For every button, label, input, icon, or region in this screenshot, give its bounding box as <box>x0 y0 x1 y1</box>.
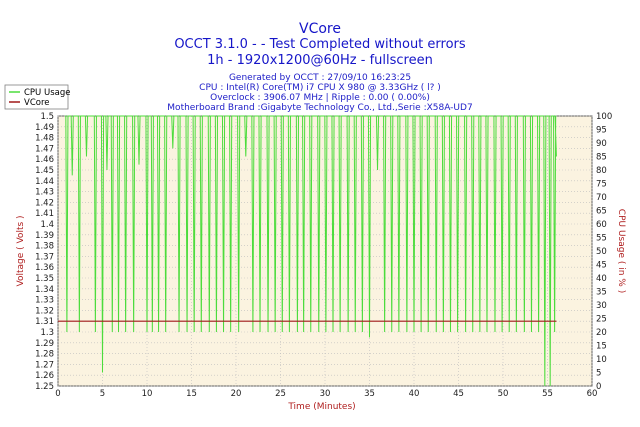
cpu-usage-line <box>65 115 557 387</box>
y-left-tick-label-2: 1.27 <box>35 360 54 370</box>
y-left-tick-label-0: 1.25 <box>35 382 54 392</box>
y-right-tick-label-4: 20 <box>596 328 607 338</box>
y-left-tick-label-10: 1.35 <box>35 274 54 284</box>
x-tick-label-4: 20 <box>231 389 242 399</box>
y-right-tick-label-3: 15 <box>596 342 607 352</box>
y-left-tick-label-22: 1.47 <box>35 144 54 154</box>
y-right-tick-label-19: 95 <box>596 126 607 136</box>
y-left-tick-label-17: 1.42 <box>35 198 54 208</box>
y-axis-right-ticks: 0 5 10 15 20 25 30 35 40 45 50 55 60 65 70 75 80 85 90 95 10… <box>596 112 612 392</box>
x-tick-label-2: 10 <box>142 389 153 399</box>
x-axis-ticks: 0 5 10 15 20 25 30 35 40 45 50 55 60 <box>55 389 597 399</box>
x-tick-label-5: 25 <box>275 389 286 399</box>
y-right-tick-label-11: 55 <box>596 234 607 244</box>
y-left-tick-label-8: 1.33 <box>35 296 54 306</box>
y-left-tick-label-3: 1.28 <box>35 350 54 360</box>
y-left-tick-label-19: 1.44 <box>35 177 54 187</box>
series-cpu-usage <box>65 115 557 387</box>
y-right-tick-label-17: 85 <box>596 153 607 163</box>
meta-generated: Generated by OCCT : 27/09/10 16:23:25 <box>229 73 411 83</box>
y-right-tick-label-8: 40 <box>596 274 607 284</box>
y-left-tick-label-6: 1.31 <box>35 317 54 327</box>
legend-box <box>4 84 69 110</box>
y-right-tick-label-5: 25 <box>596 315 607 325</box>
y-right-tick-label-6: 30 <box>596 301 607 311</box>
meta-overclock: Overclock : 3906.07 MHz | Ripple : 0.00 … <box>210 93 430 103</box>
y-left-tick-label-1: 1.26 <box>35 371 54 381</box>
y-left-tick-label-21: 1.46 <box>35 155 54 165</box>
legend: CPU Usage VCore <box>4 84 70 110</box>
y-left-tick-label-24: 1.49 <box>35 123 54 133</box>
chart-subtitle-2: 1h - 1920x1200@60Hz - fullscreen <box>207 53 433 68</box>
x-axis-label: Time (Minutes) <box>287 402 355 412</box>
y-left-tick-label-9: 1.34 <box>35 285 54 295</box>
chart-title: VCore <box>299 21 341 37</box>
x-tick-label-0: 0 <box>55 389 60 399</box>
y-left-tick-label-15: 1.4 <box>40 220 54 230</box>
y-left-tick-label-23: 1.48 <box>35 134 54 144</box>
y-left-tick-label-18: 1.43 <box>35 188 54 198</box>
y-right-tick-label-16: 80 <box>596 166 607 176</box>
y-right-tick-label-12: 60 <box>596 220 607 230</box>
y-left-tick-label-4: 1.29 <box>35 339 54 349</box>
y-axis-left-label: Voltage ( Volts ) <box>16 215 26 286</box>
y-right-tick-label-18: 90 <box>596 139 607 149</box>
y-left-tick-label-13: 1.38 <box>35 242 54 252</box>
x-tick-label-8: 40 <box>409 389 420 399</box>
meta-motherboard: Motherboard Brand :Gigabyte Technology C… <box>167 103 472 113</box>
legend-label-cpu: CPU Usage <box>24 88 70 98</box>
y-right-tick-label-20: 100 <box>596 112 612 122</box>
x-tick-label-9: 45 <box>453 389 464 399</box>
chart-subtitle: OCCT 3.1.0 - - Test Completed without er… <box>174 37 466 52</box>
y-right-tick-label-14: 70 <box>596 193 607 203</box>
y-left-tick-label-14: 1.39 <box>35 231 54 241</box>
x-tick-label-12: 60 <box>587 389 598 399</box>
x-tick-label-7: 35 <box>364 389 375 399</box>
y-right-tick-label-9: 45 <box>596 261 607 271</box>
y-right-tick-label-10: 50 <box>596 247 607 257</box>
x-tick-label-11: 55 <box>542 389 553 399</box>
y-axis-right-label: CPU Usage ( in % ) <box>616 209 626 293</box>
y-right-tick-label-1: 5 <box>596 369 601 379</box>
x-tick-label-10: 50 <box>498 389 509 399</box>
y-right-tick-label-2: 10 <box>596 355 607 365</box>
x-tick-label-3: 15 <box>186 389 197 399</box>
y-axis-left-ticks: 1.251.261.271.281.291.31.311.321.331.341… <box>35 112 54 392</box>
y-left-tick-label-11: 1.36 <box>35 263 54 273</box>
y-left-tick-label-20: 1.45 <box>35 166 54 176</box>
x-tick-label-6: 30 <box>320 389 331 399</box>
x-tick-label-1: 5 <box>100 389 105 399</box>
y-left-tick-label-5: 1.3 <box>40 328 54 338</box>
meta-cpu: CPU : Intel(R) Core(TM) i7 CPU X 980 @ 3… <box>199 83 441 93</box>
y-right-tick-label-15: 75 <box>596 180 607 190</box>
y-right-tick-label-0: 0 <box>596 382 601 392</box>
y-right-tick-label-13: 65 <box>596 207 607 217</box>
y-left-tick-label-7: 1.32 <box>35 306 54 316</box>
y-left-tick-label-16: 1.41 <box>35 209 54 219</box>
y-left-tick-label-12: 1.37 <box>35 252 54 262</box>
y-left-tick-label-25: 1.5 <box>40 112 54 122</box>
y-right-tick-label-7: 35 <box>596 288 607 298</box>
legend-label-vcore: VCore <box>24 98 50 108</box>
